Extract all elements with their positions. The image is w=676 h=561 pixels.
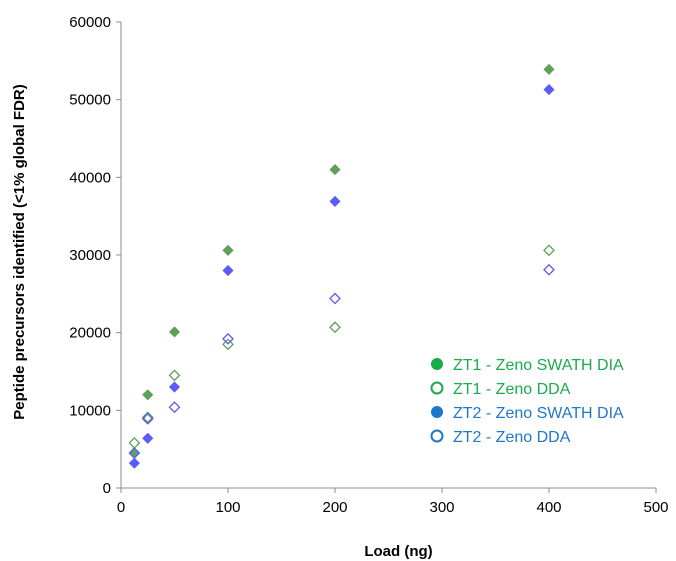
legend: ZT1 - Zeno SWATH DIA ZT1 - Zeno DDA ZT2 - … [430,357,624,446]
data-point [142,389,154,401]
axes [116,21,657,493]
data-point [543,63,555,75]
x-tick-label: 300 [429,499,454,516]
data-point [222,264,234,277]
data-point [168,369,181,382]
data-point [329,164,341,176]
data-point [543,244,555,257]
legend-label: ZT1 - Zeno DDA [453,381,571,398]
x-axis-title: Load (ng) [364,543,432,560]
data-point [222,338,234,351]
legend-marker [431,358,443,370]
data-point [222,244,234,256]
y-tick-label: 20000 [69,325,111,342]
x-tick-label: 400 [536,499,561,516]
data-point [222,332,234,345]
legend-marker [430,429,444,443]
legend-label: ZT1 - Zeno SWATH DIA [453,357,624,374]
tick-labels: 0 10000 20000 30000 40000 50000 60000 0 100 200 30… [69,14,668,516]
data-point [168,401,181,414]
data-point [128,457,140,469]
data-point [141,412,154,425]
y-tick-label: 0 [103,480,111,497]
data-point [543,84,555,96]
data-point [329,195,341,207]
data-point [329,292,341,305]
data-point [543,263,555,276]
x-tick-label: 500 [643,499,668,516]
y-tick-label: 40000 [69,169,111,186]
y-tick-label: 50000 [69,92,111,109]
x-tick-label: 0 [117,499,125,516]
legend-marker [431,406,443,418]
y-tick-label: 10000 [69,402,111,419]
x-tick-label: 200 [322,499,347,516]
x-tick-label: 100 [215,499,240,516]
y-tick-label: 30000 [69,247,111,264]
data-point [329,321,341,334]
data-point [141,411,154,424]
y-tick-label: 60000 [69,14,111,31]
legend-marker [430,381,444,395]
data-point [142,432,154,444]
data-point [128,447,141,459]
data-points [128,63,555,469]
y-axis-title: Peptide precursors identified (<1% globa… [11,84,28,419]
data-point [168,326,181,338]
data-point [168,381,181,393]
legend-label: ZT2 - Zeno DDA [453,429,571,446]
legend-label: ZT2 - Zeno SWATH DIA [453,405,624,422]
data-point [128,437,141,449]
